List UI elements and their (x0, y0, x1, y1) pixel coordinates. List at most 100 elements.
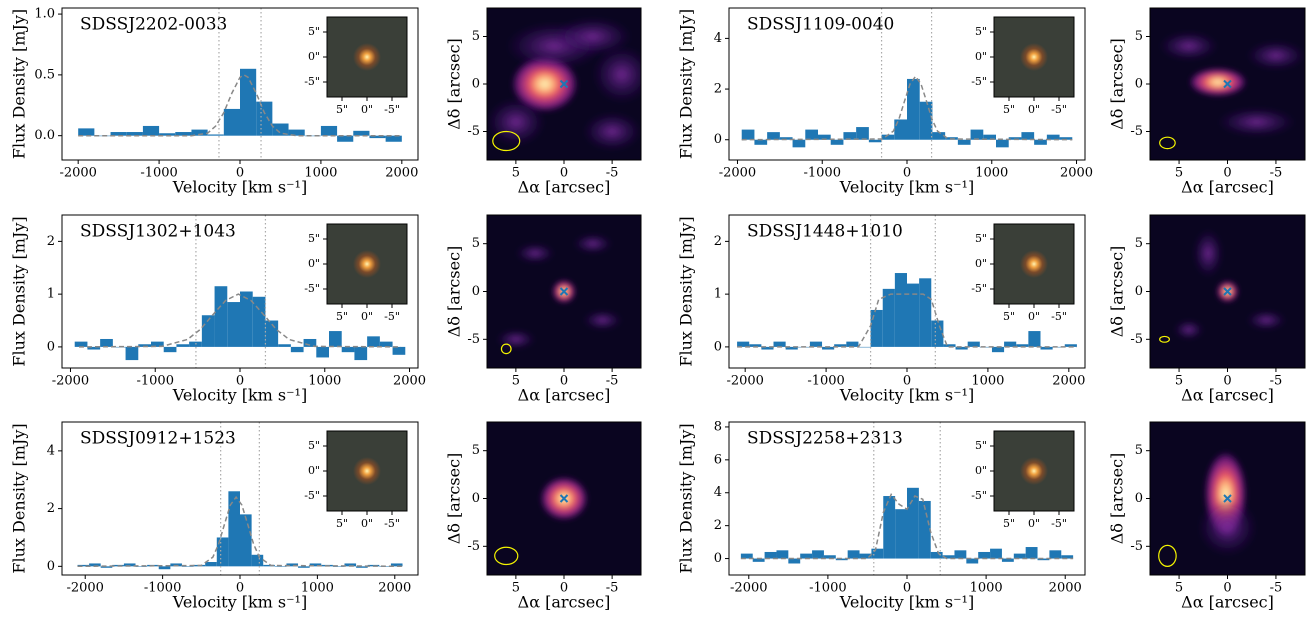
y-tick-label: -5" (971, 489, 987, 502)
bar (957, 139, 971, 145)
y-tick-label: 1 (714, 287, 722, 302)
bar (123, 563, 136, 567)
bar (788, 558, 801, 564)
x-tick-label: -1000 (807, 374, 844, 389)
bar (1013, 553, 1026, 559)
y-tick-label: -5 (467, 124, 480, 139)
x-tick-label: 5 (512, 166, 520, 181)
bar (1016, 344, 1029, 347)
bar (240, 68, 257, 136)
bar (353, 130, 370, 136)
bar (110, 132, 127, 136)
bar (882, 288, 895, 347)
bar (1061, 555, 1074, 559)
panel-title: SDSSJ0912+1523 (80, 429, 236, 449)
bar (176, 344, 190, 347)
bar (1052, 346, 1065, 348)
emission (1198, 498, 1257, 556)
bar (286, 563, 299, 567)
x-tick-label: 5" (1003, 310, 1015, 323)
bar (776, 550, 789, 559)
panel-title: SDSSJ1302+1043 (80, 222, 236, 242)
x-tick-label: 0 (560, 581, 568, 596)
bar (1040, 346, 1053, 350)
y-tick-label: 5" (308, 25, 320, 38)
y-tick-label: -5" (304, 282, 320, 295)
bar (369, 135, 386, 139)
y-tick-label: 0" (975, 257, 987, 270)
x-tick-label: -5 (1270, 581, 1283, 596)
y-tick-label: -5 (467, 539, 480, 554)
bar (240, 514, 252, 567)
bar (175, 132, 192, 136)
y-tick-label: 0 (714, 551, 722, 566)
x-tick-label: 0 (1223, 374, 1231, 389)
bar (100, 338, 113, 347)
y-tick-label: 2 (47, 234, 55, 249)
x-tick-label: 0 (236, 166, 244, 181)
beam (492, 130, 521, 152)
bar (856, 127, 869, 140)
y-tick-label: 0 (714, 132, 722, 147)
x-tick-label: 2000 (1049, 581, 1082, 596)
emission (583, 310, 622, 330)
y-axis-label: Flux Density [mJy] (10, 216, 29, 366)
emission (1217, 107, 1296, 137)
x-axis-label: Δα [arcsec] (1181, 178, 1274, 197)
bar (290, 346, 304, 353)
bar (1025, 547, 1038, 559)
map-image (1150, 215, 1305, 368)
emission (1246, 310, 1286, 330)
x-tick-label: -5" (1051, 103, 1067, 116)
fit-line (737, 293, 1077, 348)
fit-line (78, 293, 402, 348)
x-tick-label: 1000 (975, 166, 1008, 181)
x-tick-label: 5 (1175, 374, 1183, 389)
bar (1046, 134, 1060, 140)
emission (1159, 31, 1218, 61)
bar (74, 341, 88, 347)
bar (966, 558, 979, 564)
x-tick-label: 0" (361, 103, 373, 116)
y-tick-label: 5" (975, 439, 987, 452)
bar (298, 566, 310, 568)
y-tick-label: -5" (304, 75, 320, 88)
bar (214, 286, 228, 347)
panel-title: SDSSJ1448+1010 (747, 222, 903, 242)
bar (379, 341, 393, 347)
map-image (487, 422, 641, 575)
y-tick-label: 0 (1135, 284, 1143, 299)
inset-galaxy (1020, 250, 1048, 278)
beam (1159, 335, 1170, 343)
bar (1004, 341, 1017, 347)
x-tick-label: 1000 (970, 581, 1003, 596)
bar (126, 132, 143, 136)
bar (764, 551, 777, 559)
bar (967, 341, 980, 347)
y-tick-label: -5 (1130, 539, 1143, 554)
bar (870, 309, 883, 347)
x-tick-label: 1000 (304, 166, 337, 181)
bar (800, 553, 813, 559)
bar (1021, 132, 1035, 140)
bar (773, 341, 786, 347)
bar (823, 555, 836, 559)
y-tick-label: 0" (308, 50, 320, 63)
x-tick-label: 2000 (1052, 374, 1085, 389)
x-tick-label: -5 (606, 581, 619, 596)
x-tick-label: 0" (361, 310, 373, 323)
y-tick-label: 4 (47, 443, 55, 458)
bar (1001, 558, 1014, 562)
map-image (1150, 8, 1305, 160)
x-tick-label: 5" (1003, 517, 1015, 530)
bar (223, 108, 240, 136)
bar (895, 509, 907, 559)
bar (859, 553, 872, 559)
panel-title: SDSSJ2202-0033 (80, 15, 227, 35)
x-tick-label: -2000 (726, 374, 763, 389)
bar (858, 346, 871, 348)
x-tick-label: -5 (1270, 374, 1283, 389)
bar (737, 341, 750, 347)
bar (871, 548, 884, 559)
bar (288, 129, 305, 136)
